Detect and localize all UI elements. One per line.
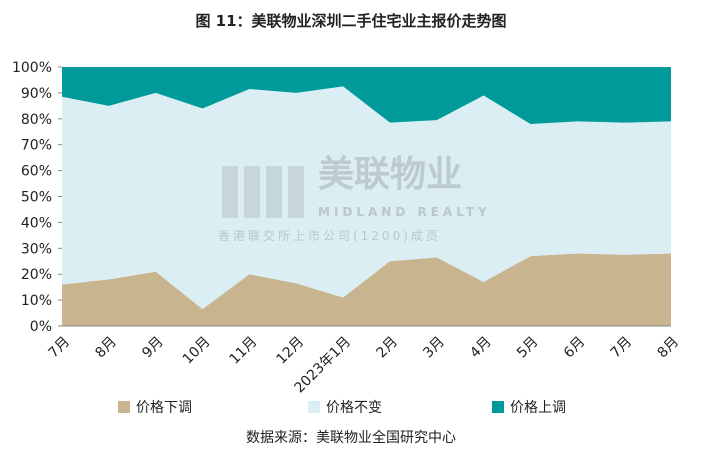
area: [62, 86, 671, 310]
y-tick-label: 90%: [21, 86, 52, 102]
watermark: 香港联交所上市公司(1200)成员: [218, 228, 441, 243]
watermark-logo: [266, 166, 282, 218]
y-tick-label: 10%: [21, 293, 52, 309]
x-tick-label: 8月: [655, 334, 683, 362]
x-tick-label: 6月: [561, 334, 589, 362]
y-tick-label: 40%: [21, 215, 52, 231]
x-tick-label: 5月: [514, 334, 542, 362]
x-tick-label: 9月: [139, 334, 167, 362]
legend-swatch: [118, 401, 130, 413]
watermark-logo: [288, 166, 304, 218]
x-tick-label: 3月: [420, 334, 448, 362]
y-tick-label: 80%: [21, 112, 52, 128]
area: [62, 67, 671, 124]
chart-title: 图 11：美联物业深圳二手住宅业主报价走势图: [195, 12, 506, 30]
watermark: MIDLAND REALTY: [318, 205, 491, 219]
area: [62, 253, 671, 326]
y-tick-label: 0%: [30, 319, 52, 335]
y-tick-label: 100%: [12, 60, 52, 76]
y-tick-label: 60%: [21, 164, 52, 180]
x-tick-label: 7月: [608, 334, 636, 362]
y-tick-label: 70%: [21, 138, 52, 154]
x-tick-label: 8月: [92, 334, 120, 362]
legend-label: 价格上调: [510, 400, 566, 416]
source: 数据来源：美联物业全国研究中心: [246, 429, 456, 446]
watermark: 美联物业: [318, 154, 462, 195]
x-tick-label: 12月: [273, 334, 307, 368]
x-tick-label: 4月: [467, 334, 495, 362]
legend-swatch: [308, 401, 320, 413]
y-tick-label: 20%: [21, 267, 52, 283]
legend-label: 价格不变: [326, 400, 382, 416]
x-tick-label: 11月: [227, 334, 261, 368]
y-tick-label: 30%: [21, 241, 52, 257]
x-tick-label: 10月: [180, 334, 214, 368]
x-tick-label: 2月: [373, 334, 401, 362]
watermark-logo: [244, 166, 260, 218]
x-tick-label: 7月: [46, 334, 74, 362]
legend-label: 价格下调: [136, 400, 192, 416]
y-tick-label: 50%: [21, 190, 52, 206]
watermark-logo: [222, 166, 238, 218]
legend-swatch: [492, 401, 504, 413]
